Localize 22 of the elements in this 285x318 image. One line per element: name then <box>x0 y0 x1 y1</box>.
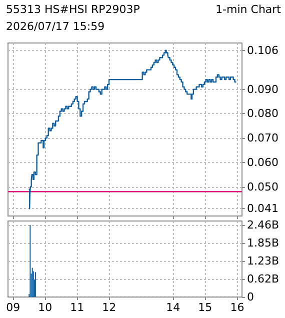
chart-subtitle: 2026/07/17 15:59 <box>6 20 105 33</box>
y-tick-label: 0.106 <box>247 44 278 57</box>
y-tick-label: 0.050 <box>247 180 278 194</box>
y-tick-label: 0.070 <box>247 132 278 145</box>
x-tick-label: 14 <box>166 301 180 314</box>
x-tick-label: 09 <box>6 301 20 314</box>
x-tick-label: 10 <box>38 301 52 314</box>
y-tick-label: 0 <box>247 290 254 304</box>
y-tick-label: 0.060 <box>247 156 278 169</box>
chart-title: 55313 HS#HSI RP2903P <box>6 3 140 16</box>
x-tick-label: 15 <box>198 301 212 314</box>
y-tick-label: 1.23B <box>247 254 280 268</box>
y-tick-label: 0.041 <box>247 202 278 216</box>
y-tick-label: 1.85B <box>247 236 280 250</box>
x-tick-label: 16 <box>230 301 244 314</box>
x-tick-label: 12 <box>102 301 116 314</box>
x-tick-label: 11 <box>70 301 84 314</box>
y-tick-label: 0.090 <box>247 82 278 96</box>
y-tick-label: 0.080 <box>247 107 278 120</box>
y-tick-label: 0.62B <box>247 272 280 286</box>
text: 1-min Chart <box>216 3 281 16</box>
y-tick-label: 2.46B <box>247 218 280 232</box>
